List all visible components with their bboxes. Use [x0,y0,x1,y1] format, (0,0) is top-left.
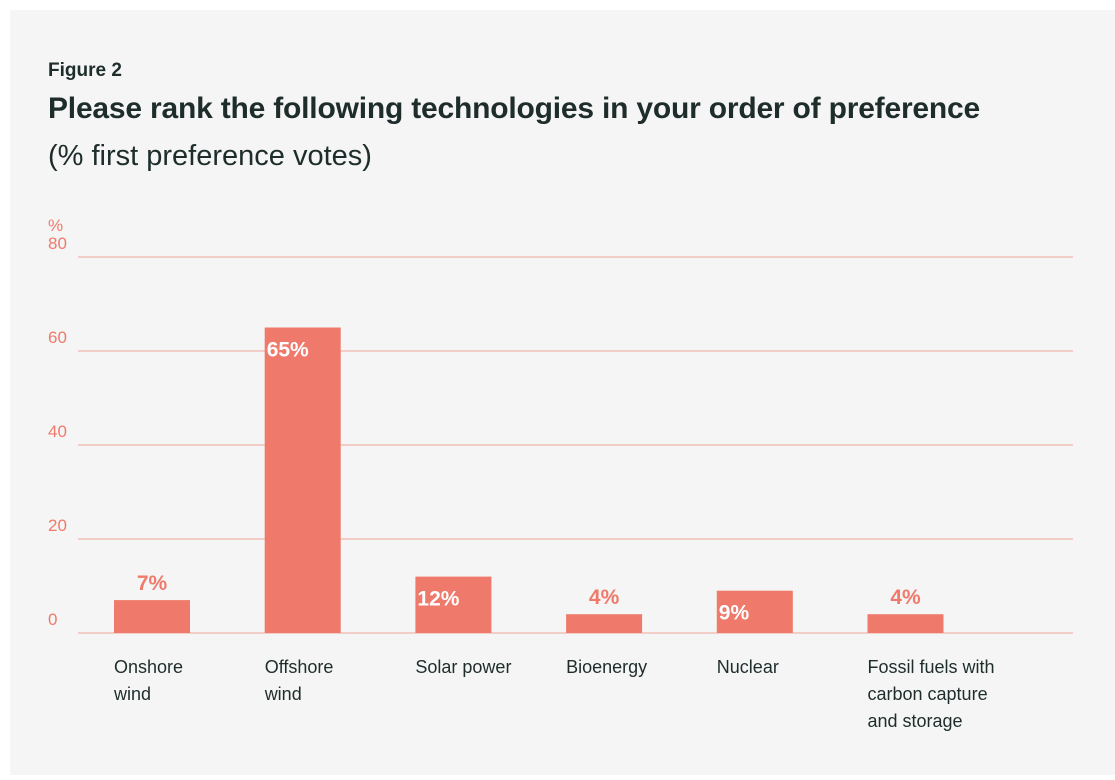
y-tick-label-0: 0 [48,610,57,629]
bar-0 [114,600,190,633]
y-axis-unit-label: % [48,216,63,235]
bar-value-label-2: 12% [417,588,459,611]
bar-value-label-5: 4% [890,586,921,609]
category-label-5-line-0: Fossil fuels with [868,657,995,677]
y-tick-label-60: 60 [48,328,67,347]
bar-4 [716,590,793,633]
y-tick-label-80: 80 [48,234,67,253]
category-label-5-line-2: and storage [868,711,963,731]
bar-2 [415,576,492,633]
chart-title: Please rank the following technologies i… [48,92,981,125]
y-tick-label-20: 20 [48,516,67,535]
bar-5 [867,614,944,633]
category-label-2-line-0: Solar power [415,657,511,677]
bar-1 [264,327,341,633]
category-label-1-line-0: Offshore [265,657,334,677]
category-label-3-line-0: Bioenergy [566,657,647,677]
y-tick-label-40: 40 [48,422,67,441]
category-label-1-line-1: wind [264,684,302,704]
bar-value-label-1: 65% [267,339,309,362]
figure-label: Figure 2 [48,60,122,81]
category-label-5-line-1: carbon capture [868,684,988,704]
chart-subtitle: (% first preference votes) [48,140,372,172]
bar-value-label-3: 4% [589,586,620,609]
bar-value-label-0: 7% [137,572,168,595]
bar-3 [566,614,643,633]
figure-panel [10,10,1115,775]
category-label-4-line-0: Nuclear [717,657,779,677]
bar-value-label-4: 9% [719,602,750,625]
category-label-0-line-0: Onshore [114,657,183,677]
category-label-0-line-1: wind [113,684,151,704]
